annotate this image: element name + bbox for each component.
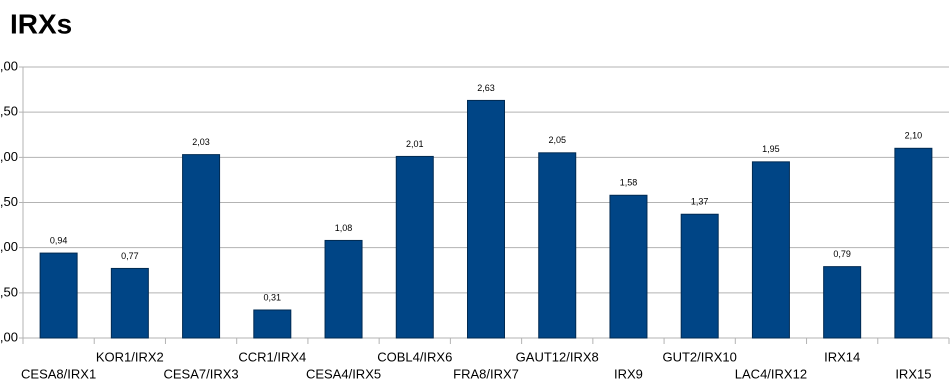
bar — [751, 161, 790, 339]
x-tick-label: CESA7/IRX3 — [163, 366, 238, 381]
value-label: 0,79 — [833, 249, 851, 259]
chart-title: IRXs — [10, 8, 72, 39]
x-tick-label: IRX15 — [895, 366, 931, 381]
bar — [253, 309, 292, 339]
x-tick-label: GAUT12/IRX8 — [516, 349, 599, 364]
value-label: 1,37 — [691, 197, 709, 207]
value-label: 2,63 — [477, 83, 495, 93]
bar — [395, 155, 434, 339]
bar — [467, 99, 505, 339]
x-tick-label: IRX14 — [824, 349, 860, 364]
x-tick-label: CCR1/IRX4 — [238, 349, 306, 364]
y-tick-label: 1,50 — [0, 194, 18, 209]
y-tick-label: 2,50 — [0, 104, 18, 119]
x-tick-label: KOR1/IRX2 — [96, 349, 164, 364]
bar — [182, 154, 221, 339]
value-label: 1,95 — [762, 144, 780, 154]
bar — [538, 152, 577, 339]
bar — [110, 267, 149, 339]
x-tick-label: IRX9 — [614, 366, 643, 381]
bar — [609, 194, 648, 339]
y-tick-label: 1,00 — [0, 239, 18, 254]
y-tick-label: 3,00 — [0, 58, 18, 73]
y-tick-label: 0,00 — [0, 329, 18, 344]
value-label: 1,58 — [620, 178, 638, 188]
value-label: 2,05 — [548, 135, 566, 145]
value-label: 0,31 — [264, 292, 282, 302]
y-tick-label: 0,50 — [0, 284, 18, 299]
value-label: 2,01 — [406, 139, 424, 149]
value-label: 2,10 — [905, 131, 923, 141]
value-label: 0,94 — [50, 235, 68, 245]
x-tick-label: GUT2/IRX10 — [662, 349, 736, 364]
value-label: 2,03 — [192, 137, 210, 147]
x-tick-label: CESA4/IRX5 — [306, 366, 381, 381]
x-tick-label: FRA8/IRX7 — [453, 366, 519, 381]
value-label: 0,77 — [121, 251, 139, 261]
value-label: 1,08 — [335, 223, 353, 233]
bar — [894, 147, 933, 339]
bar — [324, 239, 363, 339]
bar — [823, 266, 862, 339]
bar — [39, 252, 78, 339]
bar — [680, 213, 719, 339]
x-tick-label: LAC4/IRX12 — [735, 366, 807, 381]
y-tick-label: 2,00 — [0, 149, 18, 164]
x-tick-label: CESA8/IRX1 — [21, 366, 96, 381]
x-tick-label: COBL4/IRX6 — [377, 349, 452, 364]
